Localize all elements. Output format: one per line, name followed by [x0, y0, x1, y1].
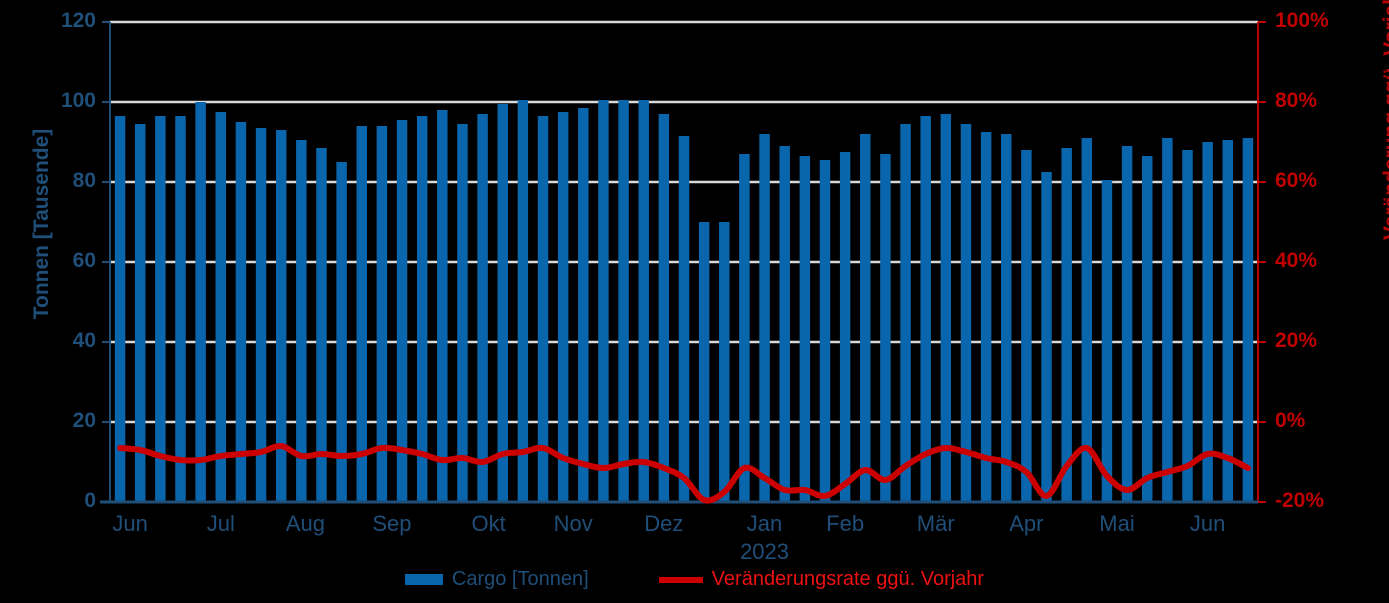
- bar: [980, 132, 992, 502]
- legend-item-label: Veränderungsrate ggü. Vorjahr: [711, 568, 985, 590]
- bar: [1202, 142, 1213, 502]
- bar: [1001, 134, 1012, 502]
- x-axis-tick-label: Jan 2023: [740, 511, 790, 564]
- bar: [356, 126, 367, 502]
- x-axis-year-label: 2023: [740, 539, 790, 564]
- right-axis-tick-label: 80%: [1275, 89, 1318, 112]
- right-axis-tick-label: 40%: [1275, 249, 1318, 272]
- left-axis-tick-label: 40: [72, 329, 96, 352]
- bar: [819, 160, 831, 502]
- bar: [477, 114, 488, 502]
- bar: [1141, 156, 1153, 502]
- bar: [920, 116, 931, 502]
- bar: [1162, 138, 1173, 502]
- bar: [457, 124, 468, 502]
- bar: [114, 116, 126, 502]
- bar: [1021, 150, 1032, 502]
- right-axis-tick-label: 60%: [1275, 169, 1318, 192]
- bar: [437, 110, 448, 502]
- right-axis-tick-label: -20%: [1275, 489, 1325, 512]
- left-axis-tick-label: 20: [72, 409, 96, 432]
- legend-line-swatch-icon: [658, 576, 703, 583]
- bar: [698, 222, 710, 502]
- x-axis-tick-label: Dez: [644, 511, 684, 536]
- bar: [719, 222, 730, 502]
- bar: [1041, 172, 1052, 502]
- left-axis-tick-label: 60: [72, 249, 96, 272]
- x-axis-tick-label: Feb: [826, 511, 865, 536]
- bar: [537, 116, 549, 502]
- legend-item-cargo[interactable]: Cargo [Tonnen]: [404, 568, 589, 591]
- legend-item-change-rate[interactable]: Veränderungsrate ggü. Vorjahr: [658, 568, 985, 591]
- line-series: [117, 442, 1251, 504]
- x-axis-tick-label: Mai: [1099, 511, 1135, 536]
- bar: [336, 162, 347, 502]
- x-axis-tick-label: Nov: [553, 511, 593, 536]
- bar: [578, 108, 589, 502]
- x-axis-tick-label: Sep: [372, 511, 412, 536]
- right-axis-tick-label: 100%: [1275, 9, 1329, 32]
- bar: [416, 116, 428, 502]
- bar: [215, 112, 227, 502]
- x-axis-tick-label: Jun: [1189, 511, 1226, 536]
- bar: [1121, 146, 1133, 502]
- bar: [678, 136, 690, 502]
- left-axis-tick-label: 120: [60, 9, 96, 32]
- bar: [1182, 150, 1193, 502]
- bar: [1242, 138, 1254, 502]
- x-axis-tick-label: Aug: [285, 511, 325, 536]
- bar: [155, 116, 166, 502]
- bar: [316, 148, 327, 502]
- bar: [839, 152, 851, 502]
- bar: [175, 116, 186, 502]
- bar: [759, 134, 770, 502]
- bar: [235, 122, 247, 502]
- bar: [557, 112, 569, 502]
- bar: [1061, 148, 1072, 502]
- bar: [739, 154, 750, 502]
- bar: [376, 126, 388, 502]
- bar: [1101, 180, 1113, 502]
- bar: [598, 100, 609, 502]
- bar: [960, 124, 972, 502]
- left-axis-tick-label: 0: [84, 489, 96, 512]
- left-axis-tick-label: 100: [60, 89, 96, 112]
- x-axis-tick-label: Jul: [206, 511, 235, 536]
- x-axis-tick-label: Okt: [471, 511, 506, 536]
- x-axis-tick-label: Jun: [112, 511, 148, 536]
- bar: [900, 124, 911, 502]
- bar: [296, 140, 307, 502]
- bar: [658, 114, 670, 502]
- bar: [497, 104, 508, 502]
- bar: [134, 124, 146, 502]
- chart-legend: Cargo [Tonnen] Veränderungsrate ggü. Vor…: [0, 568, 1389, 591]
- bar: [195, 102, 206, 502]
- bar-series: [114, 100, 1254, 502]
- legend-bar-swatch-icon: [404, 574, 443, 585]
- bar: [1222, 140, 1234, 502]
- left-axis-tick-label: 80: [72, 169, 96, 192]
- bar: [799, 156, 811, 502]
- right-axis-tick-label: 20%: [1275, 329, 1318, 352]
- x-axis-tick-label: Apr: [1009, 511, 1044, 536]
- bar: [880, 154, 891, 502]
- bar: [638, 100, 649, 502]
- bar: [275, 130, 287, 502]
- bar: [779, 146, 790, 502]
- bar: [860, 134, 871, 502]
- right-axis-tick-label: 0%: [1275, 409, 1306, 432]
- bar: [940, 114, 952, 502]
- legend-item-label: Cargo [Tonnen]: [451, 568, 589, 590]
- bar: [396, 120, 408, 502]
- bar: [1081, 138, 1093, 502]
- axis-lines: [100, 21, 1266, 504]
- bar: [255, 128, 267, 502]
- bar: [618, 100, 629, 502]
- x-axis-tick-label: Mär: [916, 511, 955, 536]
- bar: [517, 100, 529, 502]
